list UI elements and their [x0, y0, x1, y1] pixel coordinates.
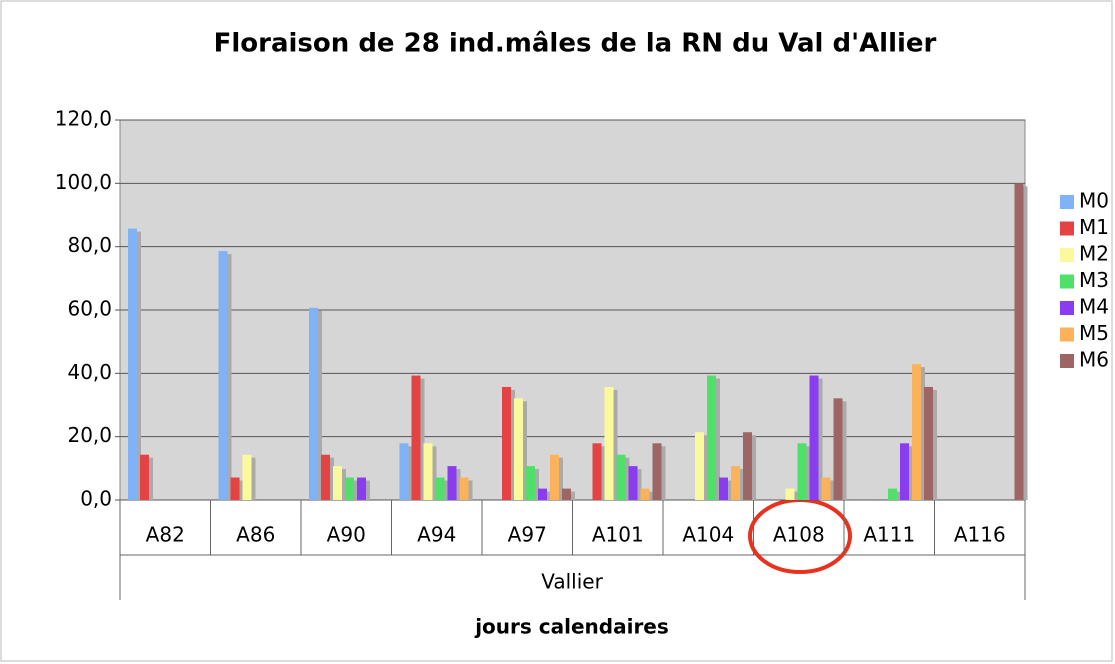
bar [821, 477, 831, 500]
bar [616, 454, 626, 500]
x-tick-label: A111 [863, 523, 915, 547]
bar [399, 443, 409, 500]
bar [731, 466, 740, 500]
group-label: Vallier [541, 570, 603, 594]
bar [242, 454, 252, 500]
x-tick-label: A90 [327, 523, 366, 547]
legend-label: M3 [1079, 268, 1109, 292]
legend-swatch [1060, 327, 1074, 342]
x-tick-label: A116 [954, 523, 1006, 547]
x-tick-label: A97 [508, 523, 547, 547]
bar [345, 477, 354, 500]
bar [900, 443, 909, 500]
y-tick-label: 100,0 [55, 170, 112, 194]
bar [538, 488, 547, 500]
legend-label: M1 [1079, 215, 1109, 239]
legend-label: M5 [1079, 321, 1109, 345]
bar [218, 251, 228, 500]
bar [309, 307, 318, 500]
legend-label: M4 [1079, 295, 1109, 319]
bar [640, 488, 650, 500]
bar [628, 466, 638, 500]
bar [333, 466, 342, 500]
bar [321, 454, 330, 500]
bar [924, 386, 933, 500]
bar [562, 488, 571, 500]
x-tick-label: A82 [146, 523, 185, 547]
y-tick-label: 120,0 [55, 107, 112, 131]
bar [230, 477, 240, 500]
x-tick-label: A108 [773, 523, 825, 547]
chart-title: Floraison de 28 ind.mâles de la RN du Va… [214, 29, 937, 59]
bar [809, 375, 819, 500]
bar [435, 477, 445, 500]
bar [357, 477, 366, 500]
bar [592, 443, 602, 500]
legend-swatch [1060, 301, 1074, 315]
legend-swatch [1060, 221, 1074, 236]
bar [797, 443, 807, 500]
bar [833, 398, 843, 500]
y-tick-label: 20,0 [67, 423, 112, 447]
bar [502, 386, 511, 500]
bar [514, 398, 523, 500]
bar [459, 477, 469, 500]
legend-label: M6 [1079, 348, 1109, 372]
bar [695, 432, 704, 500]
bar [526, 466, 535, 500]
bar [719, 477, 728, 500]
bar [128, 228, 137, 500]
x-tick-label: A104 [682, 523, 734, 547]
bar [743, 432, 752, 500]
y-tick-label: 0,0 [80, 487, 112, 511]
legend-label: M0 [1079, 189, 1109, 213]
bar [912, 364, 921, 500]
y-tick-label: 80,0 [67, 233, 112, 257]
legend-swatch [1060, 195, 1074, 209]
bar [785, 488, 795, 500]
legend-swatch [1060, 354, 1074, 368]
y-tick-label: 40,0 [67, 360, 112, 384]
bar [550, 454, 559, 500]
x-axis-label: jours calendaires [474, 615, 669, 639]
y-tick-label: 60,0 [67, 297, 112, 321]
bar [707, 375, 716, 500]
bar [411, 375, 421, 500]
x-tick-label: A94 [417, 523, 456, 547]
bar [447, 466, 457, 500]
legend-label: M2 [1079, 242, 1109, 266]
bar [652, 443, 662, 500]
bar [1014, 183, 1024, 501]
bar [604, 386, 614, 500]
bar [888, 488, 897, 500]
bar [140, 454, 149, 500]
bar [423, 443, 433, 500]
x-tick-label: A101 [592, 523, 644, 547]
legend-swatch [1060, 274, 1074, 289]
x-tick-label: A86 [236, 523, 275, 547]
legend-swatch [1060, 248, 1074, 262]
